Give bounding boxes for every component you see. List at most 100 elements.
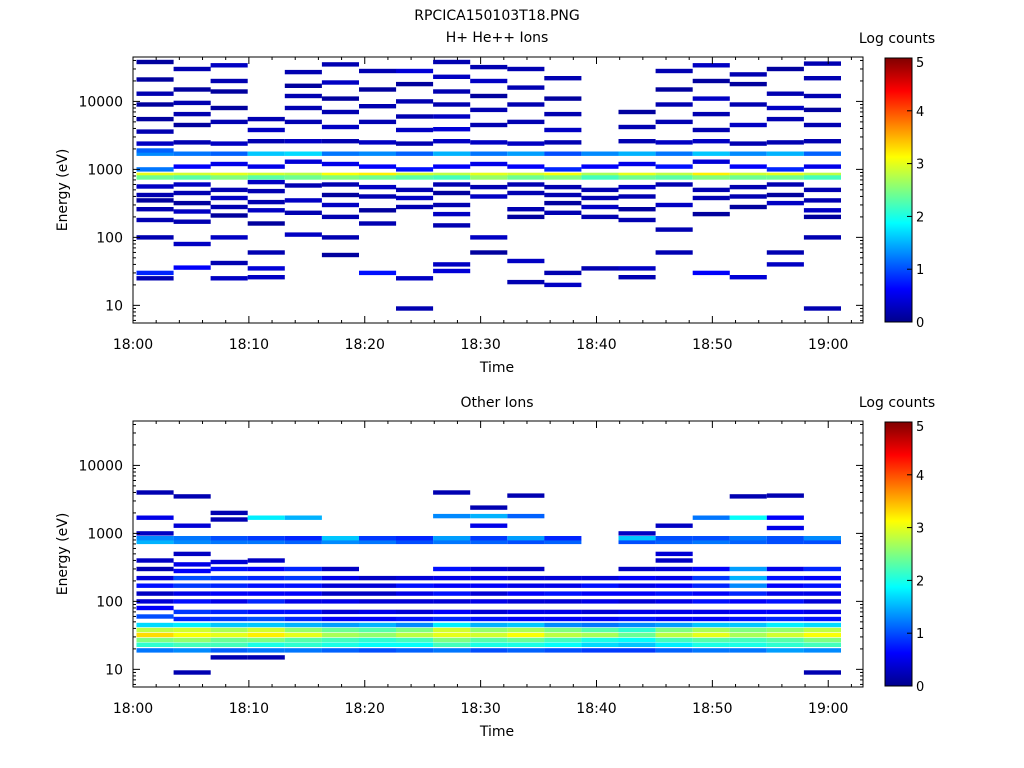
- heatmap-cell: [359, 119, 397, 125]
- heatmap-cell: [803, 187, 841, 193]
- heatmap-cell: [396, 81, 434, 87]
- heatmap-cell: [618, 194, 656, 199]
- x-tick-label: 18:20: [345, 337, 385, 353]
- heatmap-cell: [136, 490, 174, 495]
- heatmap-cell: [321, 109, 359, 115]
- heatmap-cell: [692, 63, 730, 68]
- heatmap-cell: [544, 200, 582, 206]
- heatmap-cell: [210, 204, 248, 210]
- heatmap-cell: [433, 627, 471, 633]
- heatmap-cell: [692, 566, 730, 572]
- heatmap-cell: [247, 558, 285, 563]
- heatmap-cell: [173, 200, 211, 206]
- heatmap-cell: [136, 167, 174, 172]
- heatmap-cell: [396, 187, 434, 193]
- y-tick-label: 1000: [87, 162, 123, 178]
- heatmap-cell: [692, 599, 730, 604]
- heatmap-cell: [618, 124, 656, 130]
- heatmap-cell: [284, 648, 322, 653]
- heatmap-cell: [284, 609, 322, 615]
- heatmap-cell: [396, 99, 434, 104]
- heatmap-cell: [655, 202, 693, 208]
- heatmap-cell: [359, 184, 397, 190]
- heatmap-cell: [581, 622, 619, 628]
- heatmap-cell: [692, 515, 730, 520]
- heatmap-cell: [173, 265, 211, 270]
- y-tick-label: 1000: [87, 526, 123, 542]
- heatmap-cell: [618, 642, 656, 647]
- heatmap-cell: [581, 575, 619, 581]
- heatmap-cell: [321, 609, 359, 615]
- heatmap-cell: [544, 609, 582, 615]
- heatmap-cell: [507, 648, 545, 653]
- heatmap-cell: [321, 632, 359, 638]
- heatmap-cell: [544, 175, 582, 180]
- heatmap-cell: [507, 575, 545, 581]
- heatmap-cell: [655, 182, 693, 187]
- heatmap-cell: [433, 575, 471, 581]
- heatmap-cell: [803, 198, 841, 203]
- heatmap-cell: [433, 223, 471, 228]
- heatmap-cell: [766, 591, 804, 596]
- heatmap-cell: [618, 616, 656, 622]
- heatmap-cell: [507, 119, 545, 125]
- colorbar-ticks: 0 1 2 3 4 5: [907, 420, 924, 695]
- heatmap-cell: [655, 566, 693, 572]
- heatmap-cell: [544, 591, 582, 596]
- heatmap-cell: [284, 175, 322, 180]
- heatmap-cell: [544, 184, 582, 190]
- heatmap-cell: [655, 119, 693, 125]
- heatmap-cell: [729, 599, 767, 604]
- heatmap-cell: [359, 194, 397, 199]
- heatmap-cell: [173, 583, 211, 588]
- heatmap-cell: [692, 78, 730, 84]
- heatmap-cell: [359, 140, 397, 145]
- heatmap-cell: [470, 566, 508, 572]
- heatmap-cell: [803, 583, 841, 588]
- heatmap-cell: [173, 66, 211, 72]
- heatmap-cell: [173, 151, 211, 156]
- heatmap-cell: [618, 175, 656, 180]
- heatmap-cell: [655, 558, 693, 563]
- heatmap-cell: [210, 616, 248, 622]
- heatmap-cell: [136, 591, 174, 596]
- heatmap-cell: [284, 69, 322, 75]
- heatmap-cell: [359, 208, 397, 213]
- heatmap-cell: [396, 141, 434, 146]
- heatmap-cell: [136, 172, 174, 178]
- x-tick-label: 19:00: [808, 701, 848, 717]
- heatmap-cell: [173, 648, 211, 653]
- heatmap-cell: [655, 627, 693, 633]
- heatmap-cell: [359, 591, 397, 596]
- heatmap-cell: [766, 616, 804, 622]
- heatmap-cell: [247, 116, 285, 122]
- heatmap-cell: [544, 282, 582, 288]
- heatmap-cell: [803, 627, 841, 633]
- heatmap-cell: [507, 536, 545, 541]
- heatmap-cell: [692, 575, 730, 581]
- y-tick-label: 100: [96, 230, 123, 246]
- heatmap-cell: [173, 642, 211, 647]
- heatmap-cell: [359, 539, 397, 545]
- heatmap-cell: [136, 59, 174, 65]
- heatmap-cell: [173, 637, 211, 643]
- heatmap-cell: [803, 599, 841, 604]
- heatmap-cell: [433, 648, 471, 653]
- heatmap-cell: [507, 279, 545, 285]
- y-tick-label: 10: [105, 298, 123, 314]
- heatmap-cell: [470, 161, 508, 167]
- heatmap-cell: [284, 198, 322, 203]
- heatmap-cell: [766, 172, 804, 178]
- heatmap-cell: [507, 182, 545, 187]
- heatmap-cell: [618, 609, 656, 615]
- heatmap-cell: [507, 66, 545, 72]
- heatmap-cell: [396, 151, 434, 156]
- heatmap-cell: [433, 539, 471, 545]
- heatmap-cell: [210, 609, 248, 615]
- heatmap-cell: [433, 536, 471, 541]
- heatmap-cell: [655, 642, 693, 647]
- heatmap-cell: [729, 536, 767, 541]
- colorbar-tick-label: 3: [916, 158, 924, 173]
- heatmap-cell: [321, 124, 359, 130]
